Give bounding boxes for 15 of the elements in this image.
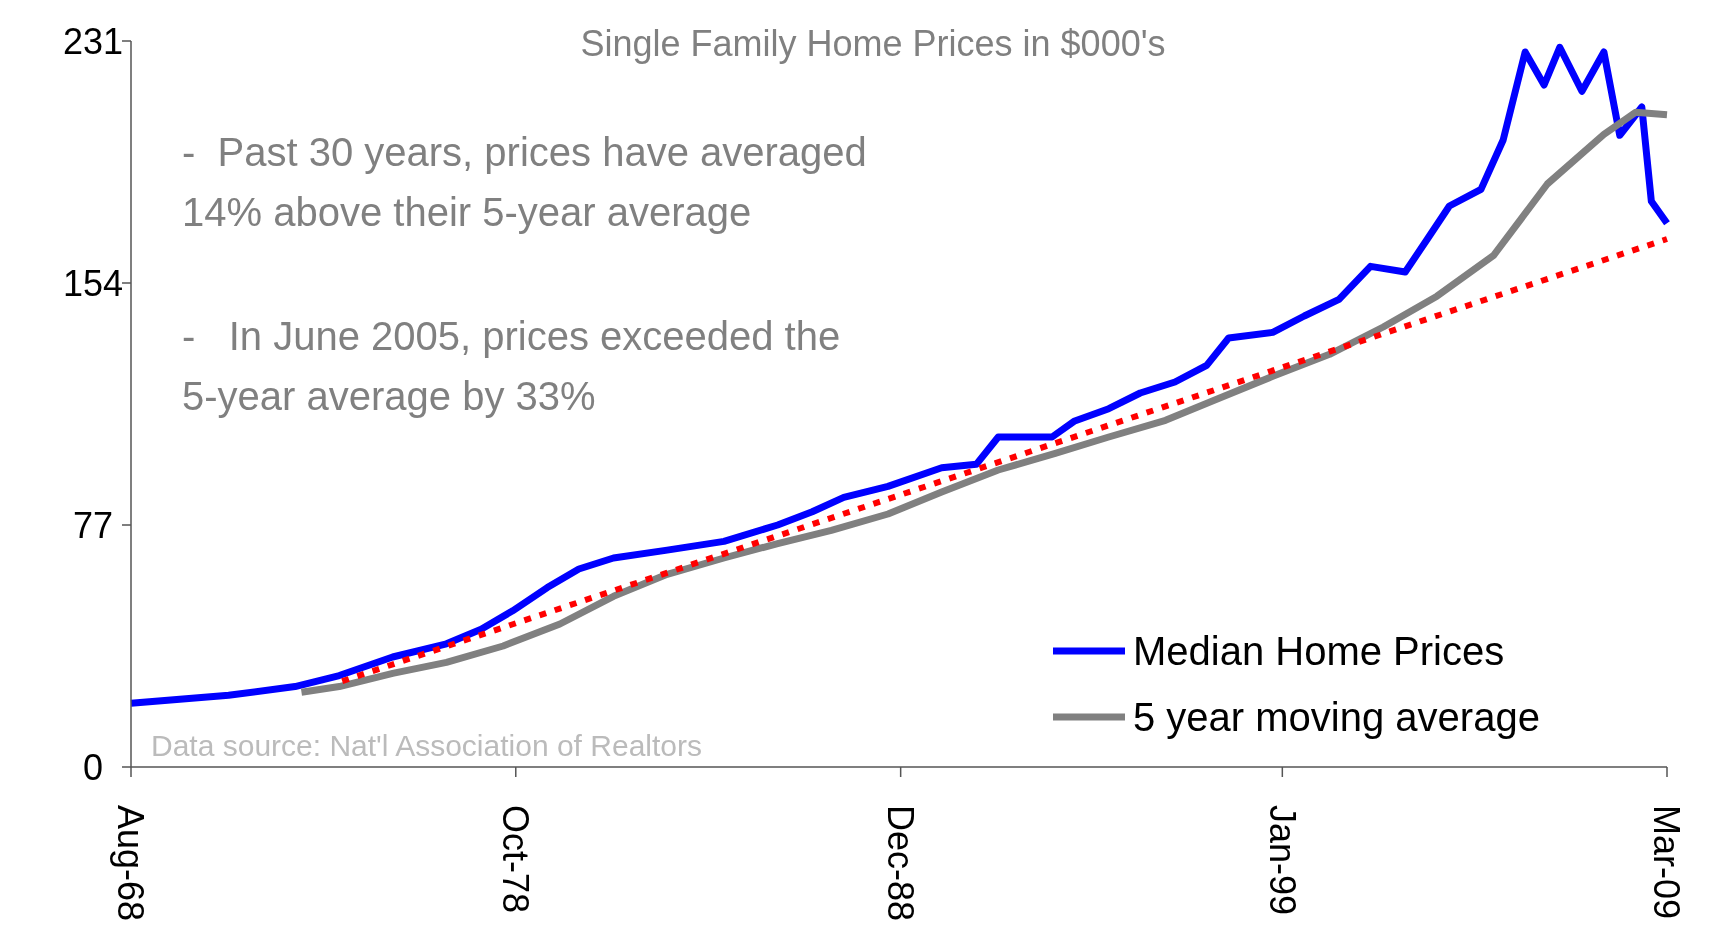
y-tick-label: 154 — [62, 262, 124, 304]
y-tick-label: 0 — [82, 746, 104, 788]
x-tick-label: Dec-88 — [880, 805, 922, 922]
x-tick-label: Aug-68 — [110, 805, 152, 922]
x-tick-label: Mar-09 — [1646, 805, 1688, 920]
legend-label: 5 year moving average — [1133, 695, 1540, 739]
legend-label: Median Home Prices — [1133, 629, 1505, 673]
annotation: - Past 30 years, prices have averaged 14% above their 5-year average — [182, 130, 867, 234]
y-tick-label: 77 — [72, 504, 114, 546]
y-tick-label: 231 — [62, 20, 124, 62]
annotation: - In June 2005, prices exceeded the 5-year average by 33% — [182, 314, 841, 418]
x-tick-label: Oct-78 — [495, 805, 537, 914]
annotation: Data source: Nat'l Association of Realtors — [151, 729, 702, 762]
chart-title: Single Family Home Prices in $000's — [580, 23, 1166, 64]
x-tick-label: Jan-99 — [1261, 805, 1303, 916]
